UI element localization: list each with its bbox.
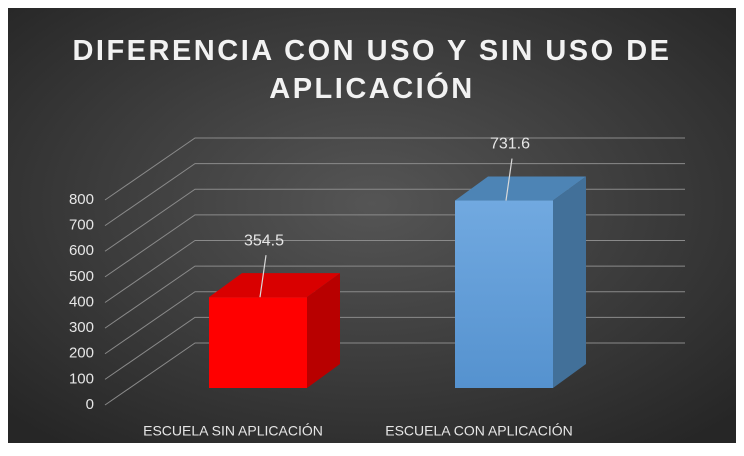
bar-side — [307, 273, 340, 388]
grid-line — [104, 137, 685, 201]
data-label: 354.5 — [244, 232, 284, 249]
y-tick-label: 800 — [69, 191, 94, 208]
y-tick-label: 200 — [69, 345, 94, 362]
data-label: 731.6 — [490, 136, 530, 153]
plot-area: 0 100 200 300 400 500 600 700 800 ESCUELA SIN APL… — [69, 136, 685, 439]
background — [8, 8, 736, 443]
y-tick-label: 600 — [69, 242, 94, 259]
y-tick-label: 400 — [69, 293, 94, 310]
grid-line — [104, 163, 685, 227]
leader-line — [505, 158, 513, 201]
y-tick-label: 100 — [69, 370, 94, 387]
bar-side — [553, 176, 586, 388]
bar — [455, 200, 553, 388]
leader-line — [259, 255, 267, 298]
x-tick-label: ESCUELA CON APLICACIÓN — [385, 423, 573, 439]
bar-top — [455, 176, 586, 201]
x-tick-label: ESCUELA SIN APLICACIÓN — [143, 423, 323, 439]
y-tick-label: 0 — [86, 396, 94, 413]
y-tick-label: 300 — [69, 319, 94, 336]
chart-title: DIFERENCIA CON USO Y SIN USO DE APLICACIÓ… — [72, 35, 671, 105]
y-tick-label: 500 — [69, 268, 94, 285]
bar-top — [209, 273, 340, 298]
bar — [209, 297, 307, 388]
y-tick-label: 700 — [69, 217, 94, 234]
